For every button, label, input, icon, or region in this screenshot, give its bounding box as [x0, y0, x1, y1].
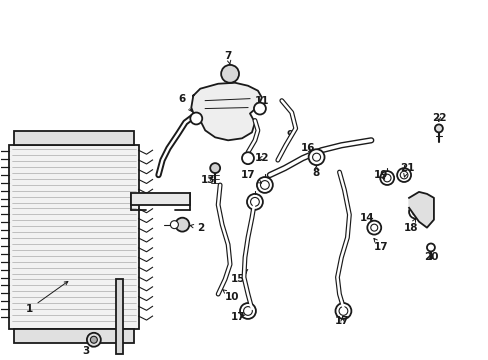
- Text: 11: 11: [254, 96, 268, 111]
- Text: 17: 17: [373, 238, 388, 252]
- Circle shape: [87, 333, 101, 347]
- Text: 17: 17: [230, 312, 245, 322]
- Circle shape: [335, 303, 351, 319]
- Circle shape: [338, 307, 347, 315]
- Circle shape: [175, 218, 189, 231]
- Circle shape: [253, 103, 265, 114]
- Circle shape: [434, 125, 442, 132]
- Text: 15: 15: [230, 270, 247, 284]
- Circle shape: [242, 152, 253, 164]
- Text: 12: 12: [254, 153, 268, 163]
- Circle shape: [250, 198, 259, 206]
- Circle shape: [408, 205, 422, 219]
- Circle shape: [396, 168, 410, 182]
- Circle shape: [256, 177, 272, 193]
- Text: 16: 16: [300, 143, 314, 153]
- Text: 9: 9: [284, 130, 293, 147]
- Text: 17: 17: [334, 316, 349, 326]
- Text: 2: 2: [190, 222, 203, 233]
- Text: 19: 19: [373, 170, 387, 180]
- Text: 7: 7: [224, 51, 231, 64]
- Circle shape: [243, 307, 252, 315]
- Circle shape: [260, 181, 269, 189]
- Text: 14: 14: [359, 213, 374, 227]
- Circle shape: [210, 163, 220, 173]
- Text: 1: 1: [25, 282, 68, 314]
- Text: 13: 13: [201, 175, 215, 185]
- Text: 10: 10: [222, 289, 239, 302]
- Circle shape: [426, 243, 434, 251]
- Text: 8: 8: [311, 165, 319, 178]
- Circle shape: [366, 221, 381, 235]
- Circle shape: [190, 113, 202, 125]
- Bar: [9, 145, 138, 329]
- Bar: [14, 329, 133, 343]
- Text: 4: 4: [115, 333, 122, 356]
- Circle shape: [383, 174, 390, 182]
- Bar: [130, 193, 190, 205]
- Circle shape: [240, 303, 255, 319]
- Text: 21: 21: [399, 163, 413, 177]
- Circle shape: [411, 208, 419, 216]
- Text: 6: 6: [179, 94, 192, 112]
- Bar: [116, 279, 122, 354]
- Text: 22: 22: [431, 113, 445, 123]
- Text: 18: 18: [403, 219, 417, 233]
- Circle shape: [90, 336, 97, 343]
- Circle shape: [170, 221, 178, 229]
- Circle shape: [246, 194, 263, 210]
- Circle shape: [400, 171, 407, 179]
- Polygon shape: [191, 83, 262, 140]
- Text: 20: 20: [423, 252, 437, 262]
- Polygon shape: [408, 192, 433, 228]
- Circle shape: [221, 65, 239, 83]
- Text: 17: 17: [240, 170, 261, 183]
- Bar: [14, 131, 133, 145]
- Circle shape: [380, 171, 393, 185]
- Text: 3: 3: [82, 343, 93, 356]
- Text: 5: 5: [144, 195, 157, 205]
- Circle shape: [308, 149, 324, 165]
